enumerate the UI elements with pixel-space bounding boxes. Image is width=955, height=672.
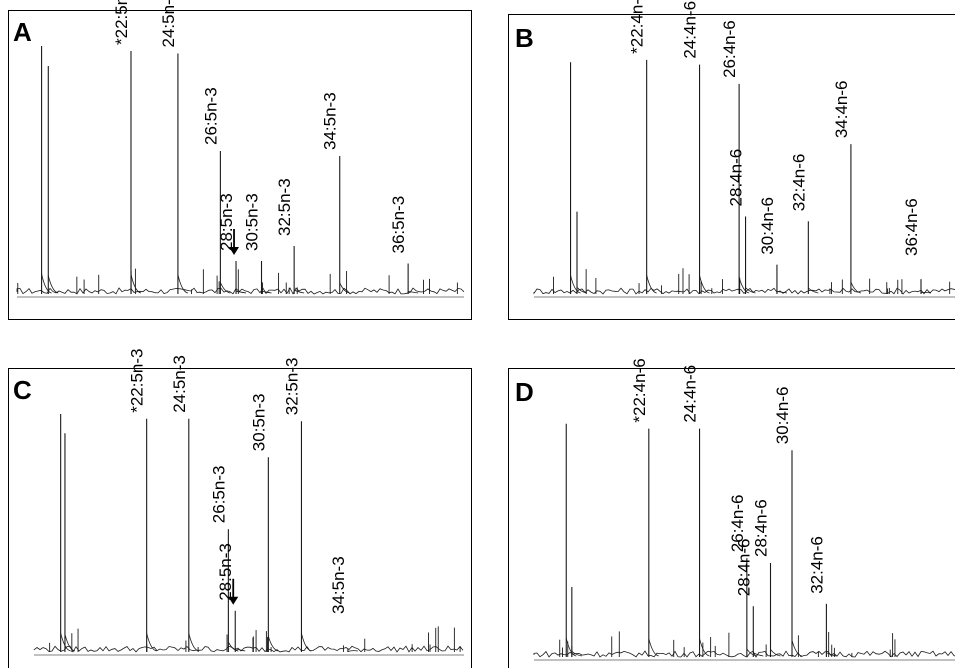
panel-letter-d: D [515,377,534,407]
panel-d: D *22:4n-6 24:4n-6 26:4n-6 28:4n-6 28:4n-6 30… [508,358,955,668]
peak-tail [699,638,710,657]
panel-a: A *22:5n-3 24:5n-3 26:5n-3 28:5n-3 30:5n-3 32… [8,0,472,320]
peak-label: 28:4n-6 [752,499,771,557]
peak-tail [267,636,279,652]
peak-label: 34:5n-3 [329,556,348,614]
peak-tail [235,648,246,652]
peak-label: 34:4n-6 [832,80,851,138]
peak-label: 26:4n-6 [728,495,747,553]
peak-label: 32:4n-6 [807,536,826,594]
peak-tail [235,290,247,294]
peak-label: 24:4n-6 [681,365,700,423]
peak-tail [64,634,76,652]
peak-label: 32:5n-3 [275,178,294,236]
peak-label: 26:4n-6 [720,20,739,78]
chromatogram-d: *22:4n-6 24:4n-626:4n-628:4n-628:4n-630:4… [533,358,955,661]
peak-tail [808,287,819,294]
peak-tail [408,291,419,294]
peak-tail [228,641,239,652]
peak-label: 26:5n-3 [201,87,220,145]
panel-letter-c: C [13,375,32,405]
peak-label: 30:5n-3 [243,193,262,251]
peak-label: 34:5n-3 [321,92,340,150]
peak-tail [339,282,350,294]
peak-tail [826,652,837,657]
chromatogram-c: *22:5n-3 24:5n-3 26:5n-3 28:5n-3 30:5n-3 32:5… [33,349,464,656]
peak-tail [47,275,59,294]
peak-label: *22:4n-6 [628,0,647,54]
peak-label: *22:5n-3 [112,0,131,45]
peak-tail [920,291,932,294]
peak-tail [850,281,862,294]
arrow-head [229,247,240,255]
peak-label: 26:5n-3 [209,466,228,524]
peak-tail [188,633,199,652]
peak-tail [130,274,142,294]
peak-tail [746,648,757,657]
peak-tail [571,650,582,657]
peak-label: 32:4n-6 [789,154,808,212]
baseline-trace [533,650,955,658]
peak-label: 24:5n-3 [170,355,189,413]
peak-tail [301,633,312,652]
peak-tail [576,286,588,294]
panel-letter-b: B [515,23,534,53]
peak-label: 24:4n-6 [681,1,700,59]
peak-tail [699,275,710,294]
peak-tail [776,291,788,294]
peak-label: 28:4n-6 [727,149,746,207]
peak-tail [745,287,756,294]
arrow-head [228,596,239,605]
peak-tail [646,275,657,294]
peak-label: *22:5n-3 [128,349,147,413]
peak-tail [146,633,157,652]
peak-tail [770,649,781,657]
peak-label: 30:4n-6 [773,387,792,445]
baseline-trace [533,287,955,295]
peak-label: 24:5n-3 [159,0,178,48]
peak-label: 28:5n-3 [216,543,235,601]
peak-label: *22:4n-6 [630,358,649,422]
peak-tail [220,282,231,294]
peak-label: 36:5n-3 [389,196,408,254]
peak-label: 30:5n-3 [249,394,268,452]
peak-label: 30:4n-6 [758,197,777,255]
panel-letter-a: A [13,17,32,47]
panel-c: C *22:5n-3 24:5n-3 26:5n-3 28:5n-3 30:5n-3 32… [8,349,472,668]
chromatogram-b: *22:4n-6 24:4n-6 26:4n-6 28:4n-6 30:4n-6 32:4… [533,0,955,298]
peak-tail [738,276,750,294]
peak-tail [41,273,52,294]
peak-tail [753,652,764,657]
peak-tail [570,275,581,294]
peak-tail [648,638,659,657]
panel-b: B *22:4n-6 24:4n-6 26:4n-6 28:4n-6 30:4n-6 32… [508,0,955,320]
peak-tail [791,640,803,657]
peak-tail [177,274,189,294]
peak-label: 32:5n-3 [282,358,301,416]
chromatogram-a: *22:5n-3 24:5n-3 26:5n-3 28:5n-3 30:5n-3 32:5… [16,0,465,298]
peak-label: 28:5n-3 [217,193,236,251]
peak-tail [293,289,305,294]
peak-label: 28:4n-6 [734,539,753,597]
baseline-trace [33,645,464,653]
peak-tail [565,638,577,657]
peak-tail [261,290,272,294]
peak-tail [347,650,358,652]
peak-label: 36:4n-6 [902,198,921,256]
